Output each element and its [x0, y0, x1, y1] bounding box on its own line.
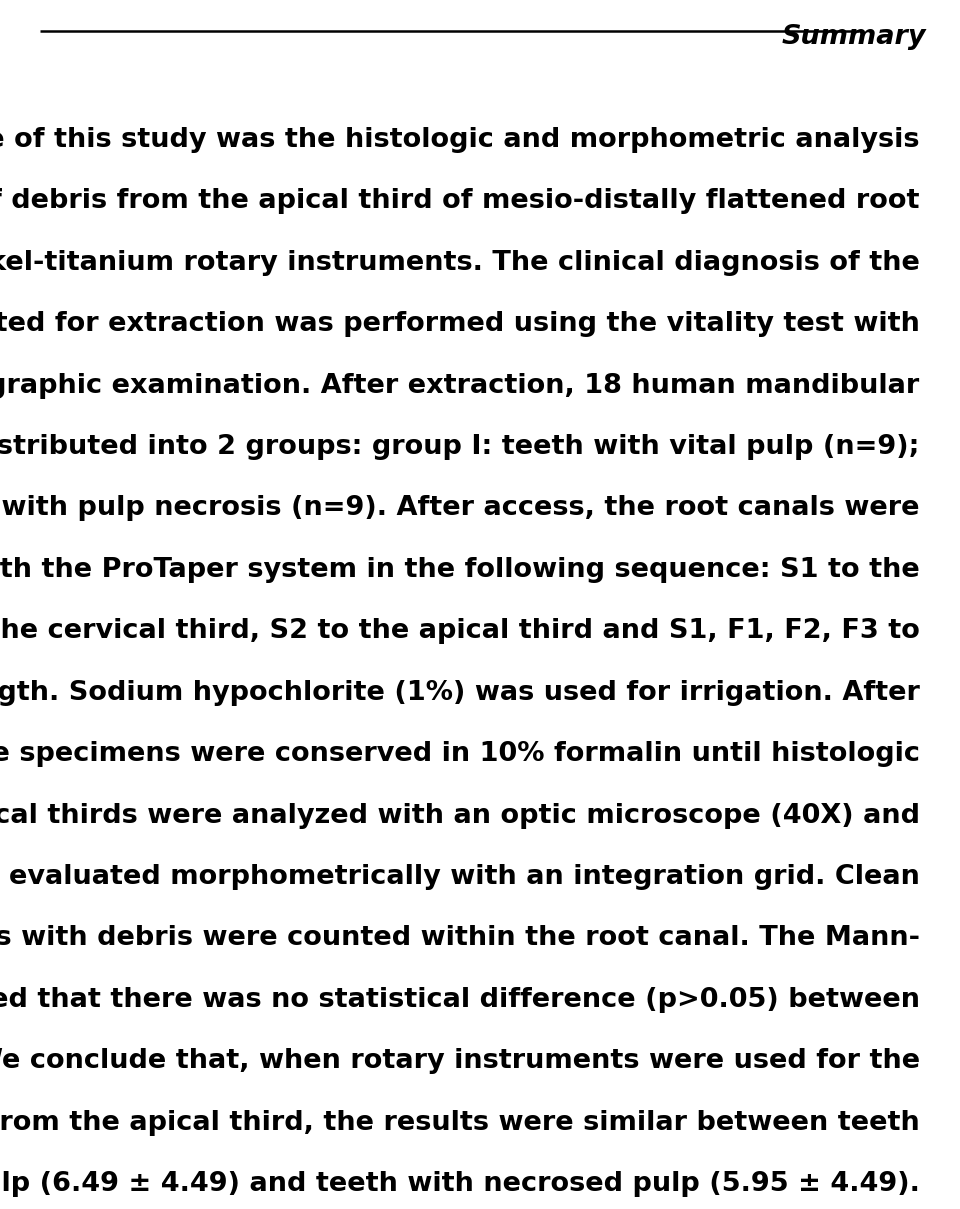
Text: preparation, the specimens were conserved in 10% formalin until histologic: preparation, the specimens were conserve…	[0, 741, 920, 768]
Text: The objective of this study was the histologic and morphometric analysis: The objective of this study was the hist…	[0, 127, 920, 154]
Text: instrumented with the ProTaper system in the following sequence: S1 to the: instrumented with the ProTaper system in…	[0, 557, 920, 583]
Text: group II: teeth with pulp necrosis (n=9). After access, the root canals were: group II: teeth with pulp necrosis (n=9)…	[0, 496, 920, 521]
Text: cold and radiographic examination. After extraction, 18 human mandibular: cold and radiographic examination. After…	[0, 372, 920, 399]
Text: areas and areas with debris were counted within the root canal. The Mann-: areas and areas with debris were counted…	[0, 925, 920, 951]
Text: removal of debris from the apical third, the results were similar between teeth: removal of debris from the apical third,…	[0, 1110, 920, 1135]
Text: the working length. Sodium hypochlorite (1%) was used for irrigation. After: the working length. Sodium hypochlorite …	[0, 679, 920, 706]
Text: incisors were distributed into 2 groups: group I: teeth with vital pulp (n=9);: incisors were distributed into 2 groups:…	[0, 434, 920, 461]
Text: Summary: Summary	[781, 24, 926, 51]
Text: processing. The apical thirds were analyzed with an optic microscope (40X) and: processing. The apical thirds were analy…	[0, 803, 920, 828]
Text: the two groups. We conclude that, when rotary instruments were used for the: the two groups. We conclude that, when r…	[0, 1048, 920, 1075]
Text: canals using nickel-titanium rotary instruments. The clinical diagnosis of the: canals using nickel-titanium rotary inst…	[0, 250, 920, 276]
Text: of the removal of debris from the apical third of mesio-distally flattened root: of the removal of debris from the apical…	[0, 189, 920, 214]
Text: pulp of teeth indicated for extraction was performed using the vitality test wit: pulp of teeth indicated for extraction w…	[0, 311, 920, 337]
Text: the images were evaluated morphometrically with an integration grid. Clean: the images were evaluated morphometrical…	[0, 864, 920, 890]
Text: with vital pulp (6.49 ± 4.49) and teeth with necrosed pulp (5.95 ± 4.49).: with vital pulp (6.49 ± 4.49) and teeth …	[0, 1172, 920, 1197]
Text: middle third, SX in the cervical third, S2 to the apical third and S1, F1, F2, F: middle third, SX in the cervical third, …	[0, 618, 920, 644]
Text: Whitney test showed that there was no statistical difference (p>0.05) between: Whitney test showed that there was no st…	[0, 987, 920, 1013]
